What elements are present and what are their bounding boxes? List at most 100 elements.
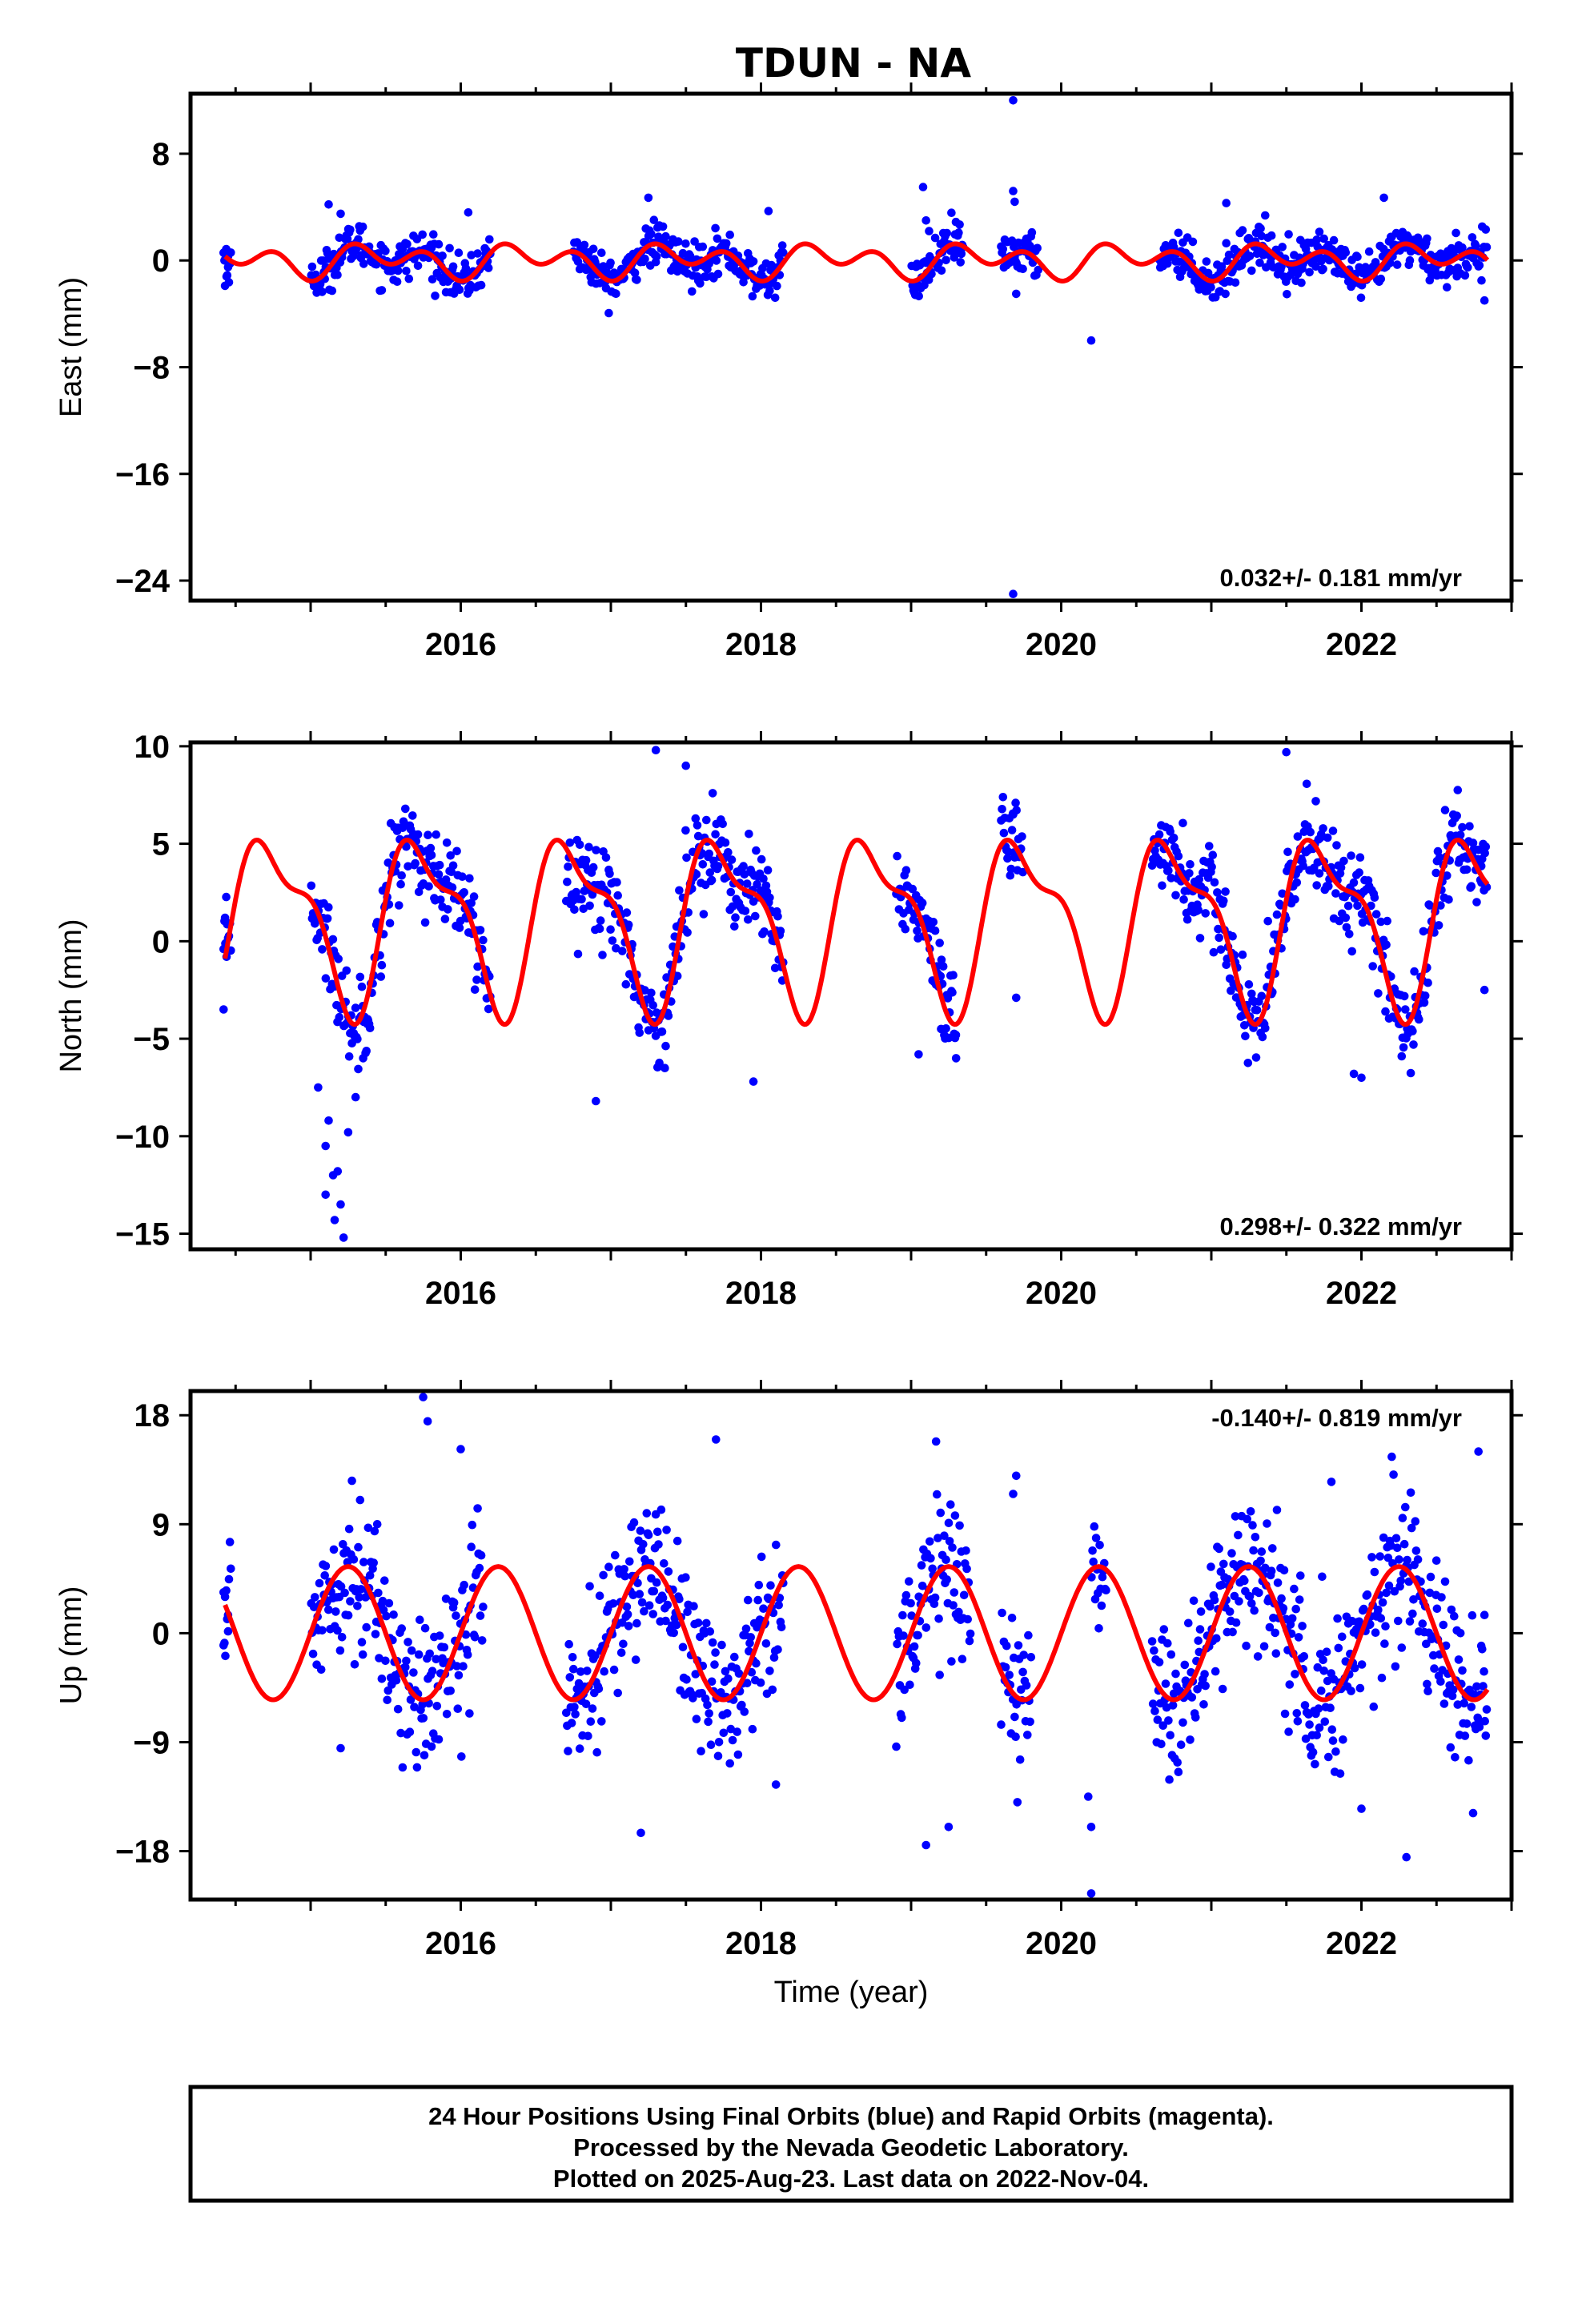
data-point	[444, 905, 452, 914]
data-point	[926, 1537, 934, 1546]
data-point	[702, 1618, 711, 1628]
data-point	[1258, 1032, 1267, 1042]
data-point	[369, 1558, 379, 1567]
data-point	[1091, 1534, 1101, 1542]
data-point	[221, 1651, 230, 1661]
data-point	[713, 1751, 723, 1761]
data-point	[719, 1728, 729, 1738]
data-point	[1005, 1671, 1014, 1679]
data-point	[1370, 1567, 1379, 1577]
data-point	[1298, 1622, 1307, 1630]
data-point	[1086, 1823, 1096, 1831]
data-point	[1443, 283, 1452, 292]
data-point	[1206, 1602, 1215, 1611]
y-tick-label: −15	[115, 1217, 170, 1252]
data-point	[1174, 228, 1183, 238]
data-point	[1023, 1731, 1032, 1739]
x-tick-label: 2022	[1326, 1276, 1397, 1311]
plot-frame	[188, 91, 1514, 603]
data-point	[678, 1642, 688, 1652]
data-point	[1291, 1604, 1300, 1614]
data-point	[1261, 211, 1270, 220]
data-point	[682, 853, 691, 862]
data-point	[726, 1724, 736, 1734]
data-point	[913, 1630, 922, 1640]
data-point	[760, 927, 769, 936]
data-point	[1163, 1638, 1172, 1648]
data-point	[757, 1552, 766, 1562]
data-point	[664, 1567, 673, 1576]
data-point	[655, 1058, 664, 1068]
y-tick-label: 8	[152, 137, 170, 172]
data-point	[636, 1828, 645, 1838]
data-point	[696, 279, 705, 288]
data-point	[1225, 1607, 1235, 1616]
data-point	[222, 1586, 231, 1595]
data-point	[948, 1543, 957, 1552]
data-point	[1406, 1068, 1415, 1078]
data-point	[1182, 915, 1192, 924]
data-point	[1026, 1717, 1034, 1727]
data-point	[935, 1671, 944, 1679]
data-point	[1282, 747, 1291, 757]
data-point	[404, 862, 412, 871]
data-point	[711, 1648, 720, 1657]
data-point	[739, 862, 748, 870]
data-point	[1148, 1699, 1158, 1708]
data-point	[579, 904, 588, 914]
data-point	[777, 1622, 786, 1632]
data-point	[588, 244, 598, 254]
data-point	[1391, 1662, 1400, 1671]
data-point	[1157, 1739, 1166, 1749]
data-point	[1350, 1663, 1359, 1673]
data-point	[951, 1031, 961, 1039]
data-point	[361, 1593, 370, 1602]
data-point	[1194, 906, 1203, 915]
data-point	[1392, 1543, 1402, 1553]
data-point	[611, 1550, 620, 1560]
data-point	[620, 1571, 629, 1581]
data-point	[777, 241, 787, 250]
y-tick-label: 10	[135, 730, 171, 765]
data-point	[746, 1633, 755, 1642]
data-point	[1249, 1546, 1258, 1555]
data-point	[673, 1536, 682, 1546]
data-point	[407, 1646, 416, 1655]
data-point	[1439, 1699, 1449, 1708]
y-tick-label: −8	[133, 350, 170, 385]
data-point	[581, 855, 591, 865]
data-point	[917, 899, 927, 907]
data-point	[346, 1597, 355, 1606]
data-point	[382, 1611, 391, 1621]
data-point	[740, 1707, 749, 1716]
x-tick-label: 2020	[1026, 1276, 1097, 1311]
data-point	[759, 875, 768, 883]
data-point	[1187, 1693, 1197, 1702]
data-point	[957, 249, 966, 259]
data-point	[595, 924, 604, 934]
data-point	[1209, 947, 1219, 957]
data-point	[402, 1656, 411, 1666]
data-point	[391, 1675, 401, 1685]
data-point	[1422, 1639, 1431, 1649]
data-point	[1311, 797, 1320, 806]
data-point	[412, 1763, 422, 1772]
data-point	[1256, 223, 1265, 233]
data-point	[575, 1744, 584, 1753]
data-point	[1164, 866, 1173, 875]
data-point	[416, 1615, 424, 1624]
data-point	[612, 878, 621, 887]
data-point	[1171, 891, 1180, 900]
data-point	[1287, 1614, 1297, 1623]
data-point	[455, 285, 464, 295]
data-point	[721, 1667, 730, 1676]
data-point	[1425, 901, 1435, 910]
data-point	[726, 887, 736, 897]
data-point	[1328, 1736, 1338, 1745]
data-point	[753, 1622, 761, 1632]
data-point	[308, 1649, 318, 1659]
data-point	[577, 895, 586, 904]
data-point	[1243, 1059, 1253, 1068]
data-point	[222, 271, 231, 281]
data-point	[604, 1562, 613, 1571]
